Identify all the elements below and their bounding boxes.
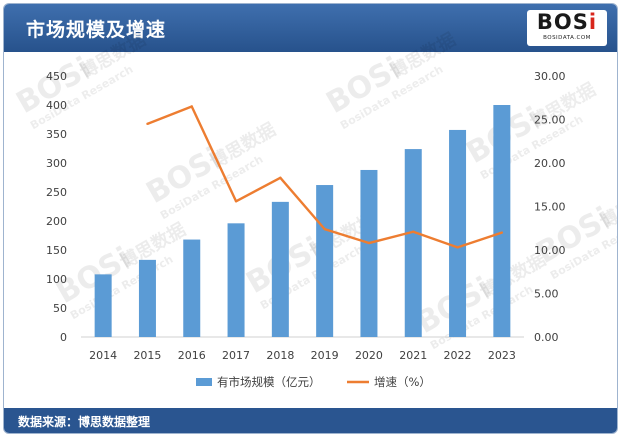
bar-2014 — [94, 274, 112, 337]
x-axis-tick-label: 2015 — [133, 349, 161, 362]
x-axis-tick-label: 2014 — [89, 349, 117, 362]
left-axis-tick-label: 0 — [60, 331, 67, 344]
x-axis-tick-label: 2022 — [444, 349, 472, 362]
legend-bar-label: 有市场规模（亿元） — [217, 375, 321, 389]
right-axis-tick-label: 10.00 — [534, 244, 566, 257]
left-axis-tick-label: 250 — [46, 186, 67, 199]
footer-bar: 数据来源：博思数据整理 — [4, 408, 617, 433]
right-axis-ticks: 0.00 5.00 10.00 15.00 20.00 25.00 30.00 — [534, 70, 566, 344]
x-axis-tick-label: 2017 — [222, 349, 250, 362]
left-axis-tick-label: 300 — [46, 157, 67, 170]
bar-2018 — [271, 201, 289, 337]
growth-point-2016 — [190, 105, 193, 108]
data-source: 数据来源：博思数据整理 — [18, 415, 151, 429]
legend: 有市场规模（亿元） 增速（%） — [196, 375, 431, 389]
left-axis-tick-label: 450 — [46, 70, 67, 83]
growth-point-2020 — [367, 241, 371, 245]
header-bar: 市场规模及增速 BOSi BOSIDATA.COM — [4, 4, 617, 52]
bar-series — [94, 105, 511, 337]
right-axis-tick-label: 20.00 — [534, 157, 566, 170]
x-axis-tick-label: 2016 — [178, 349, 206, 362]
bar-2023 — [493, 105, 511, 337]
left-axis-tick-label: 100 — [46, 273, 67, 286]
x-axis-tick-label: 2021 — [399, 349, 427, 362]
chart-title: 市场规模及增速 — [26, 19, 167, 41]
bar-2022 — [449, 129, 467, 337]
right-axis-tick-label: 5.00 — [534, 288, 559, 301]
x-axis-tick-label: 2018 — [266, 349, 294, 362]
growth-point-2021 — [412, 230, 415, 233]
x-axis-tick-label: 2020 — [355, 349, 383, 362]
growth-point-2023 — [500, 231, 504, 234]
right-axis-tick-label: 15.00 — [534, 201, 566, 214]
left-axis-tick-label: 200 — [46, 215, 67, 228]
growth-point-2015 — [146, 122, 149, 126]
x-axis-ticks: 2014 2015 2016 2017 2018 2019 2020 2021 2022 2023 — [89, 349, 516, 362]
x-axis-tick-label: 2023 — [488, 349, 516, 362]
legend-bar-swatch — [196, 378, 212, 386]
right-axis-tick-label: 25.00 — [534, 114, 566, 127]
left-axis-tick-label: 150 — [46, 244, 67, 257]
bar-2021 — [404, 149, 422, 337]
left-axis-tick-label: 50 — [53, 302, 67, 315]
bar-2015 — [138, 259, 156, 337]
line-series — [146, 105, 504, 249]
bar-2017 — [227, 223, 245, 337]
bar-2016 — [183, 239, 201, 337]
x-axis-tick-label: 2019 — [311, 349, 339, 362]
left-axis-tick-label: 350 — [46, 128, 67, 141]
left-axis-tick-label: 400 — [46, 99, 67, 112]
logo-mark: BOSi — [536, 10, 598, 34]
logo-subtext: BOSIDATA.COM — [543, 35, 591, 41]
legend-line-label: 增速（%） — [374, 375, 431, 389]
bar-2020 — [360, 169, 378, 337]
left-axis-ticks: 0 50 100 150 200 250 300 350 400 450 — [46, 70, 67, 344]
growth-point-2019 — [323, 227, 326, 231]
bosi-logo: BOSi BOSIDATA.COM — [527, 10, 607, 46]
right-axis-tick-label: 30.00 — [534, 70, 566, 83]
bar-2019 — [316, 185, 334, 337]
growth-point-2017 — [234, 200, 238, 203]
right-axis-tick-label: 0.00 — [534, 331, 559, 344]
chart-card: 市场规模及增速 BOSi BOSIDATA.COM BOSi 博思数据 BosiDa… — [3, 3, 618, 434]
growth-point-2022 — [456, 246, 459, 249]
growth-point-2018 — [279, 176, 282, 179]
